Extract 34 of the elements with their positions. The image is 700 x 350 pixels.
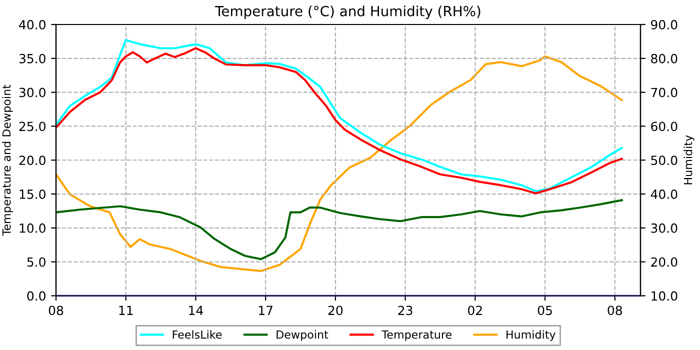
y-tick-label: 35.0 (19, 54, 46, 64)
y-axis-title: Temperature and Dewpoint (2, 84, 13, 236)
x-tick-label: 05 (538, 306, 552, 316)
x-tick-label: 14 (189, 306, 203, 315)
y2-tick-label: 50.0 (651, 156, 678, 166)
x-tick-label: 08 (608, 306, 622, 316)
y2-tick-label: 60.0 (651, 122, 678, 132)
x-tick-label: 11 (119, 306, 133, 315)
x-tick-label: 23 (398, 306, 412, 316)
y-tick-label: 10.0 (20, 223, 46, 233)
y2-tick-label: 80.0 (651, 54, 678, 64)
y2-tick-label: 10.0 (652, 291, 678, 301)
x-tick-label: 20 (328, 306, 343, 316)
legend-label: Humidity (506, 330, 556, 341)
y-tick-label: 20.0 (19, 156, 46, 166)
y2-tick-label: 90.0 (651, 20, 678, 30)
y-tick-label: 0.0 (27, 291, 46, 301)
y-tick-label: 30.0 (19, 88, 46, 98)
y2-tick-label: 40.0 (650, 190, 678, 199)
y-tick-label: 15.0 (20, 190, 46, 199)
y2-tick-label: 70.0 (651, 88, 678, 98)
y-tick-label: 5.0 (27, 257, 46, 267)
x-tick-label: 17 (259, 306, 272, 315)
legend-label: Dewpoint (276, 330, 328, 341)
x-tick-label: 08 (48, 306, 64, 316)
y-tick-label: 25.0 (19, 122, 46, 132)
y2-tick-label: 30.0 (651, 223, 678, 233)
y2-axis-title: Humidity (684, 135, 694, 184)
x-tick-label: 02 (468, 306, 482, 316)
y2-tick-label: 20.0 (651, 257, 678, 267)
y-tick-label: 40.0 (19, 20, 46, 30)
legend-label: Temperature (382, 330, 452, 341)
chart-title: Temperature (°C) and Humidity (RH%) (215, 6, 480, 20)
legend-label: FeelsLike (172, 330, 222, 339)
